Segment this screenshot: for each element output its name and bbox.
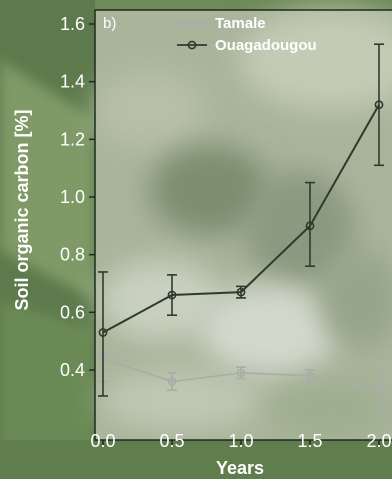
y-tick-label: 0.4 <box>60 360 85 380</box>
error-bar <box>167 274 177 317</box>
series-tamale <box>98 351 384 412</box>
x-tick-label: 0.5 <box>159 431 184 451</box>
y-tick-label: 1.2 <box>60 129 85 149</box>
legend-label: Ouagadougou <box>215 37 317 54</box>
data-point <box>167 377 177 386</box>
data-point <box>167 290 177 300</box>
error-bar <box>374 43 384 167</box>
legend-label: Tamale <box>215 15 266 32</box>
y-tick-label: 1.4 <box>60 72 85 92</box>
panel-label: b) <box>103 15 116 32</box>
error-bar <box>305 181 315 268</box>
data-point <box>374 100 384 110</box>
y-tick-label: 1.6 <box>60 14 85 34</box>
y-axis-title: Soil organic carbon [%] <box>12 109 32 310</box>
legend-item: Ouagadougou <box>177 37 317 54</box>
legend: Tamale Ouagadougou <box>177 15 317 54</box>
legend-swatch-marker <box>187 18 197 28</box>
data-point <box>98 328 108 337</box>
plot-frame <box>94 9 392 441</box>
x-tick-label: 1.5 <box>297 431 322 451</box>
series-ouagadougou <box>98 43 384 397</box>
legend-item: Tamale <box>177 15 266 32</box>
y-axis: 0.4 0.6 0.8 1.0 1.2 1.4 1.6 <box>60 14 95 380</box>
error-bar <box>374 369 384 412</box>
y-tick-label: 1.0 <box>60 187 85 207</box>
x-axis-title: Years <box>216 458 264 478</box>
x-tick-label: 0.0 <box>90 431 115 451</box>
error-bar <box>98 271 108 397</box>
data-point <box>374 385 384 395</box>
x-tick-label: 2.0 <box>366 431 391 451</box>
data-point <box>236 287 246 297</box>
x-tick-label: 1.0 <box>228 431 253 451</box>
y-tick-label: 0.8 <box>60 245 85 265</box>
error-bar <box>167 372 177 391</box>
series-layer <box>98 43 384 412</box>
data-point <box>236 368 246 378</box>
data-point <box>305 371 315 381</box>
y-tick-label: 0.6 <box>60 302 85 322</box>
data-point <box>305 221 315 231</box>
x-axis: 0.0 0.5 1.0 1.5 2.0 <box>90 431 391 451</box>
legend-swatch-marker <box>187 40 197 50</box>
